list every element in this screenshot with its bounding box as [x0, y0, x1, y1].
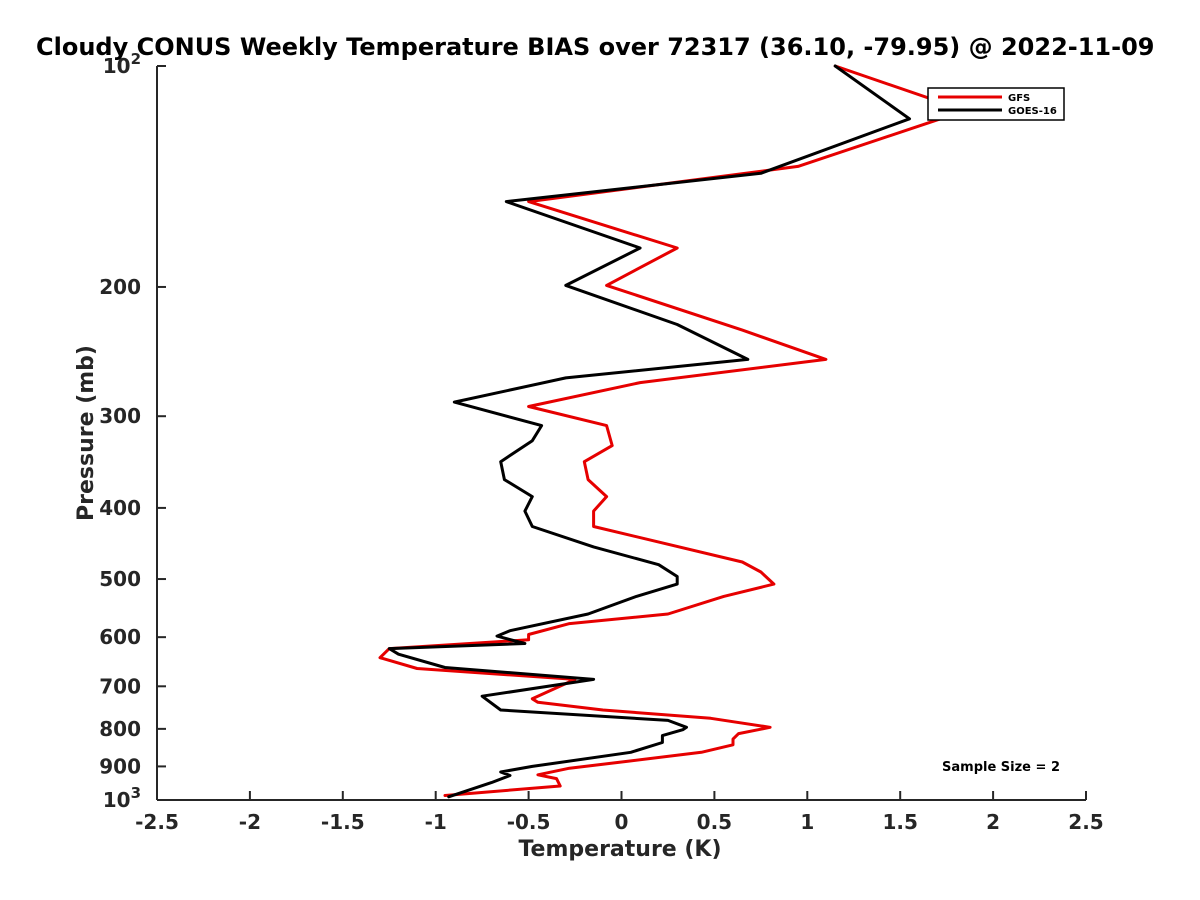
- y-tick-label: 400: [99, 496, 141, 520]
- series-layer: [378, 64, 967, 799]
- x-tick-label: -0.5: [507, 810, 551, 834]
- legend-label: GOES-16: [1008, 106, 1057, 117]
- legend: GFS GOES-16: [927, 87, 1065, 121]
- y-tick-label: 500: [99, 567, 141, 591]
- chart-title: Cloudy CONUS Weekly Temperature BIAS ove…: [36, 33, 1154, 61]
- x-tick-label: -2.5: [135, 810, 179, 834]
- x-axis-label: Temperature (K): [518, 837, 721, 862]
- x-tick-label: -1: [425, 810, 447, 834]
- plot-axes: -2.5 -2 -1.5 -1 -0.5 0 0.5 1 1.5 2 2.5102200300400…: [99, 50, 1103, 834]
- y-tick-label: 300: [99, 404, 141, 428]
- x-tick-label: 1.5: [882, 810, 917, 834]
- y-tick-label: 600: [99, 625, 141, 649]
- series-line-goes-16: [387, 64, 911, 799]
- x-tick-label: -1.5: [321, 810, 365, 834]
- series-line-gfs: [378, 64, 967, 797]
- legend-box: [927, 87, 1065, 121]
- x-tick-label: 1: [800, 810, 814, 834]
- y-axis-label: Pressure (mb): [74, 345, 99, 521]
- y-tick-label: 900: [99, 754, 141, 778]
- y-tick-label: 700: [99, 674, 141, 698]
- x-tick-label: 0.5: [697, 810, 732, 834]
- sample-size-annotation: Sample Size = 2: [942, 760, 1060, 775]
- y-tick-label: 800: [99, 717, 141, 741]
- legend-label: GFS: [1008, 93, 1030, 104]
- x-tick-label: 2.5: [1068, 810, 1103, 834]
- x-tick-label: -2: [239, 810, 261, 834]
- y-tick-label: 200: [99, 275, 141, 299]
- x-tick-label: 2: [986, 810, 1000, 834]
- x-tick-label: 0: [615, 810, 629, 834]
